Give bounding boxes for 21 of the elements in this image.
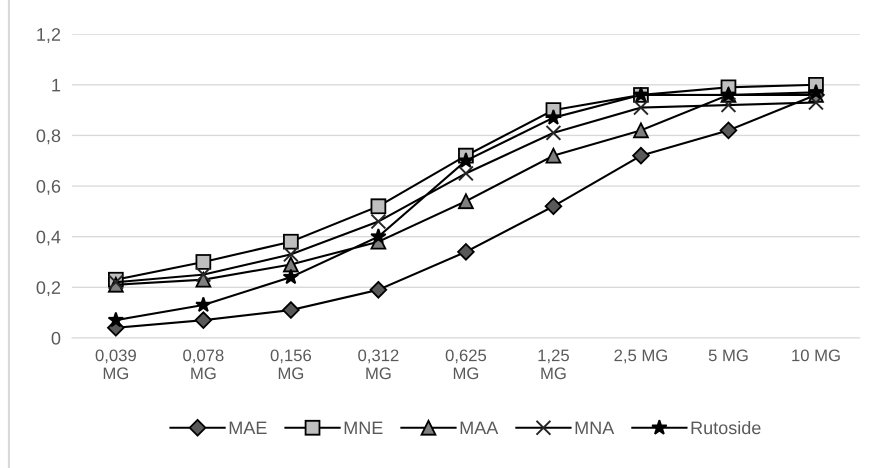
- x-tick-label: 0,039 MG: [96, 349, 136, 380]
- legend-label: MAA: [460, 422, 498, 434]
- legend-label: MNE: [344, 422, 383, 434]
- x-tick-label: 5 MG: [708, 349, 748, 362]
- y-tick-label: 1,2: [37, 28, 60, 44]
- legend-label: MNA: [576, 422, 614, 434]
- y-tick-label: 0,2: [36, 281, 60, 296]
- y-tick-label: 0,4: [36, 230, 60, 246]
- y-tick-label: 0,6: [36, 180, 60, 195]
- x-tick-label: 1,25 MG: [538, 349, 569, 380]
- legend-label: MAE: [230, 422, 267, 434]
- legend-label: Rutoside: [692, 420, 761, 434]
- x-tick-label: 10 MG: [792, 349, 840, 362]
- x-tick-label: 0,156 MG: [270, 349, 312, 380]
- y-tick-label: 0: [52, 332, 60, 345]
- x-tick-label: 0,078 MG: [183, 349, 224, 380]
- x-tick-label: 2,5 MG: [614, 349, 668, 364]
- y-tick-label: 1: [52, 78, 60, 92]
- x-tick-label: 0,312 MG: [358, 349, 398, 380]
- y-tick-label: 0,8: [36, 129, 60, 144]
- x-tick-label: 0,625 MG: [446, 349, 486, 380]
